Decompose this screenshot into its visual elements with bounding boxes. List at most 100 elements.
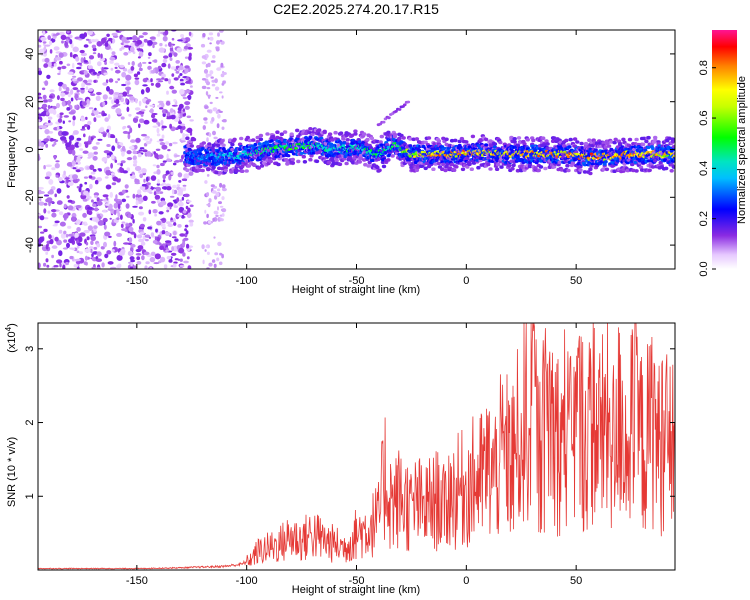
noise-dot (83, 133, 86, 138)
noise-dot (72, 178, 79, 184)
noise-dot (136, 39, 143, 45)
ridge-halo (240, 169, 245, 173)
noise-dot (108, 96, 113, 100)
noise-dot (85, 242, 89, 246)
noise-dot (142, 84, 148, 87)
noise-dot (43, 262, 47, 267)
noise-dot (159, 107, 164, 110)
noise-dot (184, 224, 189, 228)
noise-dot (65, 86, 70, 93)
ridge-band (458, 158, 463, 163)
noise-dot (178, 247, 185, 254)
noise-dot (151, 41, 158, 45)
ridge-halo (498, 140, 503, 145)
noise-dot (121, 145, 126, 152)
noise-dot (90, 248, 93, 253)
noise-dot (62, 173, 67, 179)
noise-dot (92, 146, 98, 150)
noise-dot (67, 225, 72, 229)
noise-dot (181, 214, 185, 219)
ridge-band (216, 149, 221, 154)
noise-dot (47, 210, 51, 214)
noise-dot (44, 80, 49, 86)
noise-dot (143, 251, 150, 256)
noise-dot (182, 108, 186, 112)
noise-dot (145, 238, 149, 242)
ridge-halo (519, 168, 524, 173)
ridge-band (603, 160, 608, 164)
noise-dot (59, 114, 63, 119)
noise-dot (61, 100, 66, 107)
noise-dot (135, 200, 139, 206)
noise-dot (38, 225, 43, 229)
noise-dot (138, 35, 144, 38)
ridge-halo (351, 160, 356, 165)
streak-dot (387, 116, 391, 120)
noise-dot (173, 52, 178, 57)
noise-dot (72, 78, 77, 82)
y-tick-label: 1 (24, 493, 36, 499)
noise-dot (179, 73, 183, 76)
ridge-halo (512, 140, 517, 144)
ridge-halo (206, 167, 211, 171)
colorbar-tick-label: 0.6 (698, 110, 710, 125)
noise-dot (74, 258, 82, 262)
noise-dot (68, 135, 75, 141)
ridge-band (635, 148, 640, 152)
noise-dot (53, 265, 59, 268)
noise-dot (130, 139, 136, 143)
noise-dot (150, 82, 154, 86)
ridge-band (379, 143, 384, 147)
ridge-halo (449, 138, 455, 143)
noise-dot (177, 125, 183, 130)
colorbar: 0.00.20.40.60.8 Normalized spectral ampl… (698, 30, 748, 277)
noise-dot (54, 236, 59, 242)
noise-dot (209, 42, 212, 45)
noise-dot (218, 30, 224, 33)
noise-dot (78, 38, 83, 41)
noise-dot (166, 117, 172, 120)
noise-dot (80, 57, 84, 64)
noise-dot (130, 66, 135, 71)
noise-dot (211, 259, 216, 263)
noise-dot (137, 197, 144, 203)
ridge-halo (401, 136, 406, 140)
ridge-band (413, 160, 418, 165)
noise-dot (182, 184, 187, 187)
noise-dot (62, 120, 65, 124)
noise-dot (211, 83, 216, 87)
noise-dot (145, 86, 151, 93)
noise-dot (102, 217, 108, 223)
noise-dot (185, 81, 191, 84)
noise-dot (44, 129, 50, 135)
noise-dot (216, 257, 220, 262)
noise-dot (105, 205, 108, 209)
noise-dot (162, 58, 168, 64)
ridge-halo (566, 168, 571, 173)
ridge-halo (309, 153, 314, 158)
ridge-halo (516, 136, 522, 140)
ridge-band (198, 152, 203, 156)
ridge-core (341, 144, 346, 148)
ridge-band (593, 148, 598, 152)
ridge-halo (189, 144, 194, 148)
ridge-halo (364, 142, 369, 147)
noise-dot (115, 80, 118, 84)
noise-dot (139, 231, 145, 235)
noise-dot (82, 150, 89, 154)
noise-dot (73, 155, 77, 161)
noise-dot (120, 214, 123, 220)
noise-dot (138, 170, 142, 174)
ridge-band (371, 158, 375, 162)
noise-dot (179, 78, 184, 82)
noise-dot (160, 256, 166, 263)
noise-dot (76, 250, 80, 254)
noise-dot (145, 176, 149, 182)
streak-dot (397, 108, 402, 111)
noise-dot (91, 199, 94, 203)
noise-dot (96, 73, 100, 76)
noise-dot (177, 172, 183, 178)
noise-dot (38, 107, 42, 110)
noise-dot (96, 251, 102, 257)
noise-dot (129, 96, 135, 101)
